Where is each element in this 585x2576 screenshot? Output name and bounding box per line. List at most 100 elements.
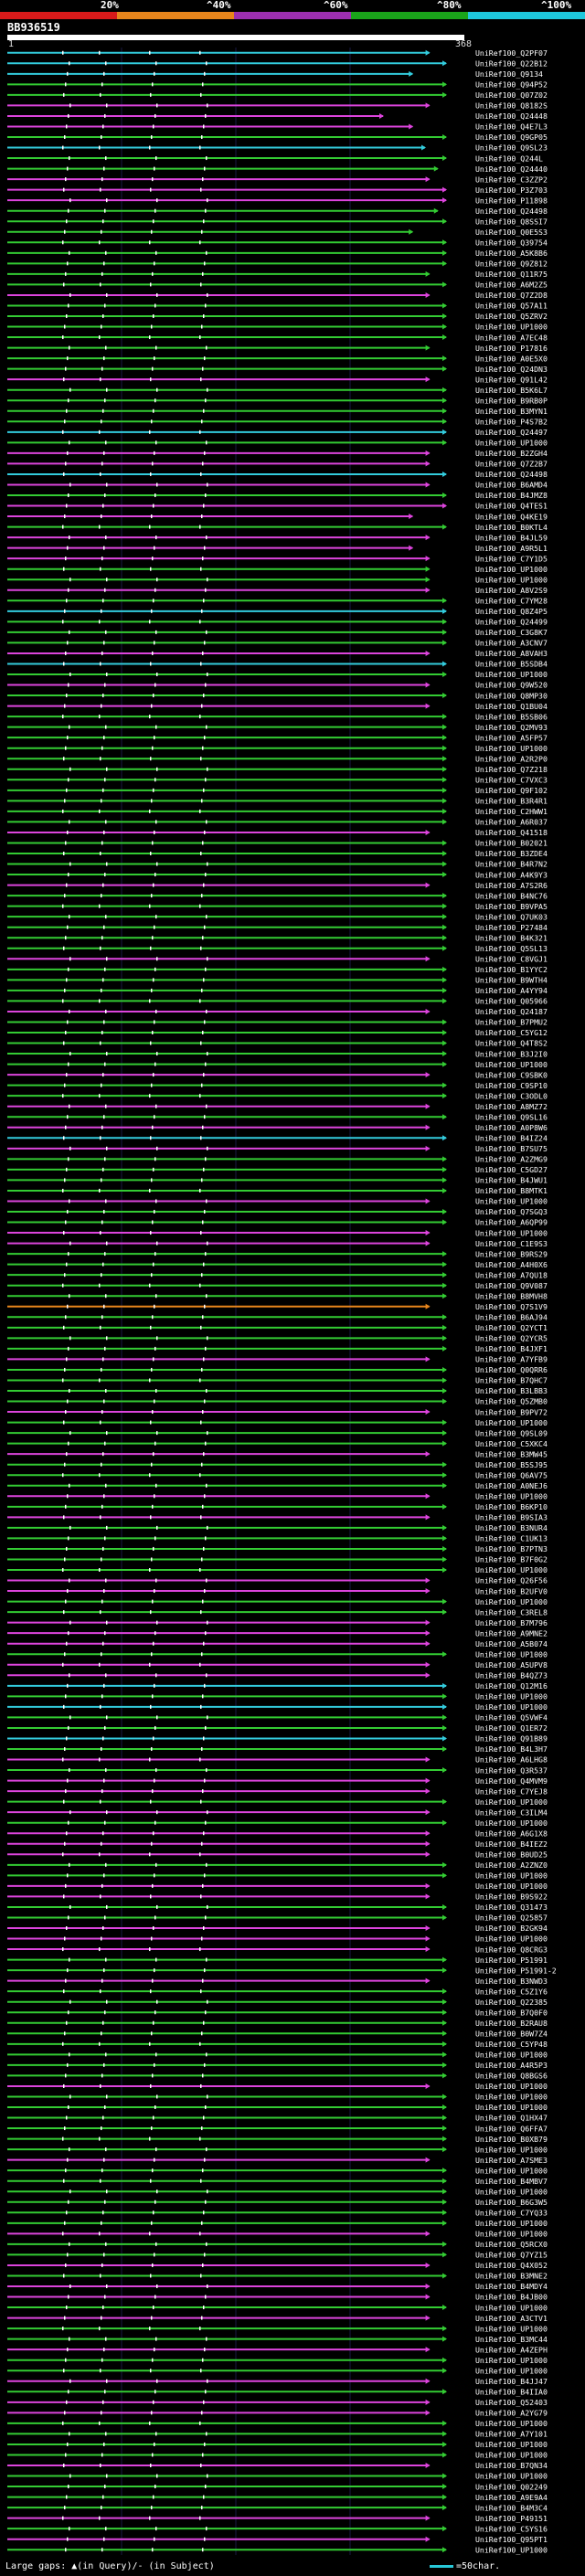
hit-id-label[interactable]: UniRef100_Q7YZ15 bbox=[475, 2251, 548, 2260]
hit-row[interactable]: UniRef100_B3MYN1 bbox=[7, 407, 548, 416]
hit-id-label[interactable]: UniRef100_P11898 bbox=[475, 196, 548, 205]
hit-row[interactable]: UniRef100_Q244L bbox=[7, 154, 543, 163]
hit-row[interactable]: UniRef100_C3REL8 bbox=[7, 1607, 548, 1617]
hit-id-label[interactable]: UniRef100_C5GD27 bbox=[475, 1165, 548, 1174]
hit-row[interactable]: UniRef100_UP1000 bbox=[7, 1935, 548, 1944]
hit-id-label[interactable]: UniRef100_UP1000 bbox=[475, 2082, 548, 2091]
hit-row[interactable]: UniRef100_B3MC44 bbox=[7, 2335, 548, 2344]
hit-id-label[interactable]: UniRef100_UP1000 bbox=[475, 744, 548, 753]
hit-row[interactable]: UniRef100_Q52403 bbox=[7, 2398, 548, 2407]
hit-row[interactable]: UniRef100_Q9134 bbox=[7, 69, 543, 79]
hit-id-label[interactable]: UniRef100_UP1000 bbox=[475, 323, 548, 332]
hit-row[interactable]: UniRef100_Q8BGS6 bbox=[7, 2072, 548, 2081]
hit-row[interactable]: UniRef100_Q1HX47 bbox=[7, 2114, 548, 2123]
hit-id-label[interactable]: UniRef100_Q4X052 bbox=[475, 2261, 548, 2270]
hit-id-label[interactable]: UniRef100_B3NWD3 bbox=[475, 1977, 548, 1986]
hit-id-label[interactable]: UniRef100_C7YEJ8 bbox=[475, 1786, 548, 1796]
hit-row[interactable]: UniRef100_A2YG79 bbox=[7, 2409, 548, 2418]
hit-id-label[interactable]: UniRef100_UP1000 bbox=[475, 1565, 548, 1574]
hit-id-label[interactable]: UniRef100_Q24497 bbox=[475, 428, 548, 437]
hit-id-label[interactable]: UniRef100_B9VPA5 bbox=[475, 902, 548, 911]
hit-row[interactable]: UniRef100_Q5RCX0 bbox=[7, 2240, 548, 2249]
hit-id-label[interactable]: UniRef100_Q57A11 bbox=[475, 302, 548, 311]
hit-row[interactable]: UniRef100_B6G3W5 bbox=[7, 2198, 548, 2207]
hit-id-label[interactable]: UniRef100_B4NC76 bbox=[475, 891, 548, 900]
hit-row[interactable]: UniRef100_UP1000 bbox=[7, 1060, 548, 1069]
hit-id-label[interactable]: UniRef100_B5SDB4 bbox=[475, 660, 548, 669]
hit-row[interactable]: UniRef100_C3G8K7 bbox=[7, 628, 548, 637]
hit-row[interactable]: UniRef100_B4JWU1 bbox=[7, 1176, 548, 1185]
hit-row[interactable]: UniRef100_P11898 bbox=[7, 196, 548, 205]
hit-row[interactable]: UniRef100_A8VAH3 bbox=[7, 649, 548, 658]
hit-row[interactable]: UniRef100_Q05966 bbox=[7, 997, 548, 1006]
hit-id-label[interactable]: UniRef100_Q24498 bbox=[475, 207, 548, 216]
hit-row[interactable]: UniRef100_UP1000 bbox=[7, 575, 548, 584]
hit-id-label[interactable]: UniRef100_B4JMZ8 bbox=[475, 491, 548, 500]
hit-id-label[interactable]: UniRef100_A5K8B6 bbox=[475, 249, 548, 258]
hit-row[interactable]: UniRef100_A5UPV8 bbox=[7, 1660, 548, 1670]
hit-row[interactable]: UniRef100_B4IIA0 bbox=[7, 2387, 548, 2396]
hit-row[interactable]: UniRef100_Q2YCR5 bbox=[7, 1334, 548, 1343]
hit-row[interactable]: UniRef100_Q4MVM9 bbox=[7, 1776, 548, 1786]
hit-row[interactable]: UniRef100_B4JB00 bbox=[7, 2293, 548, 2302]
hit-id-label[interactable]: UniRef100_UP1000 bbox=[475, 1597, 548, 1606]
hit-row[interactable]: UniRef100_Q3R537 bbox=[7, 1765, 548, 1775]
hit-id-label[interactable]: UniRef100_Q5ZMB0 bbox=[475, 1397, 548, 1406]
hit-id-label[interactable]: UniRef100_Q9V087 bbox=[475, 1281, 548, 1290]
hit-id-label[interactable]: UniRef100_B4JJ47 bbox=[475, 2377, 548, 2386]
hit-id-label[interactable]: UniRef100_B9S922 bbox=[475, 1892, 548, 1902]
hit-row[interactable]: UniRef100_Q94P52 bbox=[7, 80, 548, 90]
hit-row[interactable]: UniRef100_Q24498 bbox=[7, 207, 548, 216]
hit-id-label[interactable]: UniRef100_B0KTL4 bbox=[475, 523, 548, 532]
hit-row[interactable]: UniRef100_B3LBB3 bbox=[7, 1386, 548, 1395]
hit-row[interactable]: UniRef100_P17816 bbox=[7, 344, 548, 353]
hit-id-label[interactable]: UniRef100_P3Z703 bbox=[475, 186, 548, 195]
hit-id-label[interactable]: UniRef100_Q24448 bbox=[475, 111, 548, 121]
hit-row[interactable]: UniRef100_B0KTL4 bbox=[7, 523, 548, 532]
hit-row[interactable]: UniRef100_Q91L42 bbox=[7, 375, 548, 384]
hit-id-label[interactable]: UniRef100_UP1000 bbox=[475, 2366, 548, 2375]
hit-row[interactable]: UniRef100_B8MTK1 bbox=[7, 1186, 548, 1195]
hit-row[interactable]: UniRef100_B4L3H7 bbox=[7, 1744, 548, 1754]
hit-row[interactable]: UniRef100_UP1000 bbox=[7, 2219, 548, 2228]
hit-row[interactable]: UniRef100_P51991-2 bbox=[7, 1966, 557, 1975]
hit-row[interactable]: UniRef100_A2ZNZ0 bbox=[7, 1860, 548, 1870]
hit-row[interactable]: UniRef100_UP1000 bbox=[7, 1702, 548, 1712]
hit-row[interactable]: UniRef100_A4YY94 bbox=[7, 986, 548, 995]
hit-id-label[interactable]: UniRef100_Q0QRR6 bbox=[475, 1365, 548, 1374]
hit-row[interactable]: UniRef100_C7YQ33 bbox=[7, 2208, 548, 2217]
hit-id-label[interactable]: UniRef100_Q24DN3 bbox=[475, 365, 548, 374]
hit-id-label[interactable]: UniRef100_P51991-2 bbox=[475, 1966, 557, 1975]
hit-id-label[interactable]: UniRef100_Q07Z02 bbox=[475, 90, 548, 100]
hit-row[interactable]: UniRef100_B0XB79 bbox=[7, 2135, 548, 2144]
hit-row[interactable]: UniRef100_Q8MP30 bbox=[7, 691, 548, 700]
hit-id-label[interactable]: UniRef100_B3MC44 bbox=[475, 2335, 548, 2344]
hit-id-label[interactable]: UniRef100_C2HWW1 bbox=[475, 807, 548, 816]
hit-id-label[interactable]: UniRef100_Q2PF07 bbox=[475, 48, 548, 58]
hit-id-label[interactable]: UniRef100_B6G3W5 bbox=[475, 2198, 548, 2207]
hit-row[interactable]: UniRef100_UP1000 bbox=[7, 2451, 548, 2460]
hit-id-label[interactable]: UniRef100_P17816 bbox=[475, 344, 548, 353]
hit-row[interactable]: UniRef100_Q02249 bbox=[7, 2482, 548, 2491]
hit-id-label[interactable]: UniRef100_B7Q0F0 bbox=[475, 2008, 548, 2017]
hit-row[interactable]: UniRef100_UP1000 bbox=[7, 565, 548, 574]
hit-row[interactable]: UniRef100_Q95PT1 bbox=[7, 2535, 548, 2544]
hit-id-label[interactable]: UniRef100_UP1000 bbox=[475, 1491, 548, 1500]
hit-row[interactable]: UniRef100_C7YM28 bbox=[7, 596, 548, 605]
hit-id-label[interactable]: UniRef100_Q26F56 bbox=[475, 1576, 548, 1585]
hit-id-label[interactable]: UniRef100_UP1000 bbox=[475, 2093, 548, 2102]
hit-row[interactable]: UniRef100_B5SB06 bbox=[7, 712, 548, 721]
hit-id-label[interactable]: UniRef100_Q2YCR5 bbox=[475, 1334, 548, 1343]
hit-row[interactable]: UniRef100_B6KP10 bbox=[7, 1502, 548, 1511]
hit-row[interactable]: UniRef100_C5YS16 bbox=[7, 2524, 548, 2533]
hit-id-label[interactable]: UniRef100_A5FP57 bbox=[475, 733, 548, 742]
hit-id-label[interactable]: UniRef100_B3R4R1 bbox=[475, 797, 548, 806]
hit-row[interactable]: UniRef100_Q9V087 bbox=[7, 1281, 548, 1290]
hit-id-label[interactable]: UniRef100_Q24498 bbox=[475, 470, 548, 479]
hit-row[interactable]: UniRef100_C7VXC3 bbox=[7, 775, 548, 784]
hit-id-label[interactable]: UniRef100_A4K9Y3 bbox=[475, 870, 548, 879]
hit-row[interactable]: UniRef100_UP1000 bbox=[7, 1797, 548, 1807]
hit-row[interactable]: UniRef100_UP1000 bbox=[7, 2093, 548, 2102]
hit-id-label[interactable]: UniRef100_B3MW45 bbox=[475, 1449, 548, 1458]
hit-row[interactable]: UniRef100_A8V2S9 bbox=[7, 586, 548, 595]
